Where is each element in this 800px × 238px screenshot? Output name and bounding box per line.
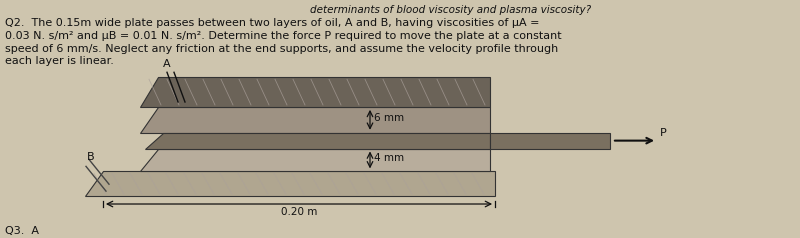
Text: 0.03 N. s/m² and μB = 0.01 N. s/m². Determine the force P required to move the p: 0.03 N. s/m² and μB = 0.01 N. s/m². Dete… <box>5 31 562 41</box>
Polygon shape <box>145 133 490 149</box>
Text: Q2.  The 0.15m wide plate passes between two layers of oil, A and B, having visc: Q2. The 0.15m wide plate passes between … <box>5 18 539 28</box>
Text: B: B <box>87 152 95 162</box>
Text: 6 mm: 6 mm <box>374 113 404 123</box>
Text: A: A <box>163 59 170 69</box>
Text: P: P <box>660 128 666 138</box>
Text: 0.20 m: 0.20 m <box>281 207 317 217</box>
Text: determinants of blood viscosity and plasma viscosity?: determinants of blood viscosity and plas… <box>310 5 591 15</box>
Polygon shape <box>140 149 490 171</box>
Polygon shape <box>140 77 490 107</box>
Text: Q3.  A: Q3. A <box>5 226 39 236</box>
Polygon shape <box>85 171 495 196</box>
Text: each layer is linear.: each layer is linear. <box>5 56 114 66</box>
Polygon shape <box>140 107 490 133</box>
Text: speed of 6 mm/s. Neglect any friction at the end supports, and assume the veloci: speed of 6 mm/s. Neglect any friction at… <box>5 44 558 54</box>
Text: 4 mm: 4 mm <box>374 153 404 163</box>
Polygon shape <box>490 133 610 149</box>
